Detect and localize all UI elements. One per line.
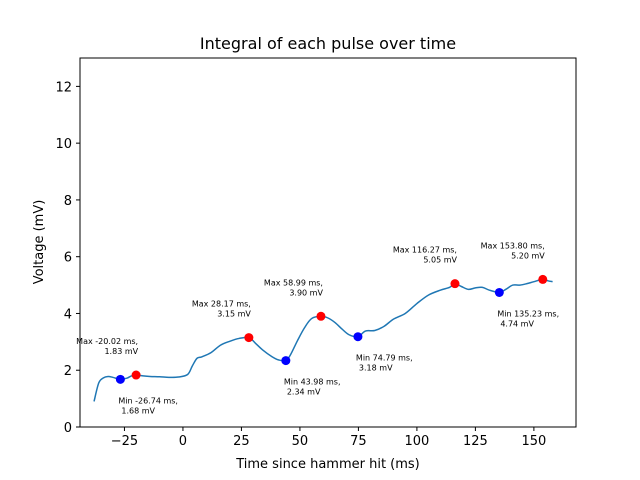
extremum-annotation: Min -26.74 ms, 1.68 mV: [118, 396, 178, 415]
max-point: [538, 274, 548, 284]
plot-frame: [79, 57, 577, 428]
x-tick-label: 50: [292, 434, 309, 449]
extremum-annotation: Max 116.27 ms, 5.05 mV: [393, 246, 458, 265]
min-point: [115, 374, 125, 384]
y-tick-label: 6: [64, 251, 72, 266]
extremum-annotation: Max -20.02 ms, 1.83 mV: [76, 337, 138, 356]
extremum-annotation: Max 153.80 ms, 5.20 mV: [481, 241, 546, 260]
x-tick-label: −25: [111, 434, 138, 449]
y-axis-label: Voltage (mV): [32, 200, 47, 285]
y-tick-label: 2: [64, 364, 72, 379]
min-point: [494, 287, 504, 297]
x-axis-label: Time since hammer hit (ms): [235, 457, 420, 472]
chart-title: Integral of each pulse over time: [200, 34, 456, 53]
max-point: [450, 279, 460, 289]
y-tick-label: 10: [55, 137, 72, 152]
extremum-annotation: Max 58.99 ms, 3.90 mV: [264, 278, 324, 297]
x-tick-label: 100: [404, 434, 429, 449]
series-line: [93, 278, 553, 402]
extremum-annotation: Min 43.98 ms, 2.34 mV: [284, 378, 341, 397]
x-tick-label: 75: [350, 434, 367, 449]
extremum-annotation: Min 74.79 ms, 3.18 mV: [356, 354, 413, 373]
min-point: [353, 332, 363, 342]
min-point: [281, 356, 291, 366]
plot-area: −25 0 25 50 75 100 125 150 0 2 4 6 8 10 12 Max -20.02 m…: [55, 80, 559, 449]
y-tick-label: 4: [64, 307, 72, 322]
max-point: [131, 370, 141, 380]
x-tick-label: 150: [521, 434, 546, 449]
y-tick-label: 0: [64, 421, 72, 436]
max-point: [316, 311, 326, 321]
max-point: [244, 333, 254, 343]
y-tick-label: 12: [55, 80, 72, 95]
y-tick-label: 8: [64, 194, 72, 209]
x-tick-label: 25: [233, 434, 250, 449]
x-tick-label: 125: [463, 434, 488, 449]
x-tick-label: 0: [179, 434, 187, 449]
extremum-annotation: Max 28.17 ms, 3.15 mV: [192, 300, 252, 319]
extremum-annotation: Min 135.23 ms, 4.74 mV: [497, 309, 559, 328]
